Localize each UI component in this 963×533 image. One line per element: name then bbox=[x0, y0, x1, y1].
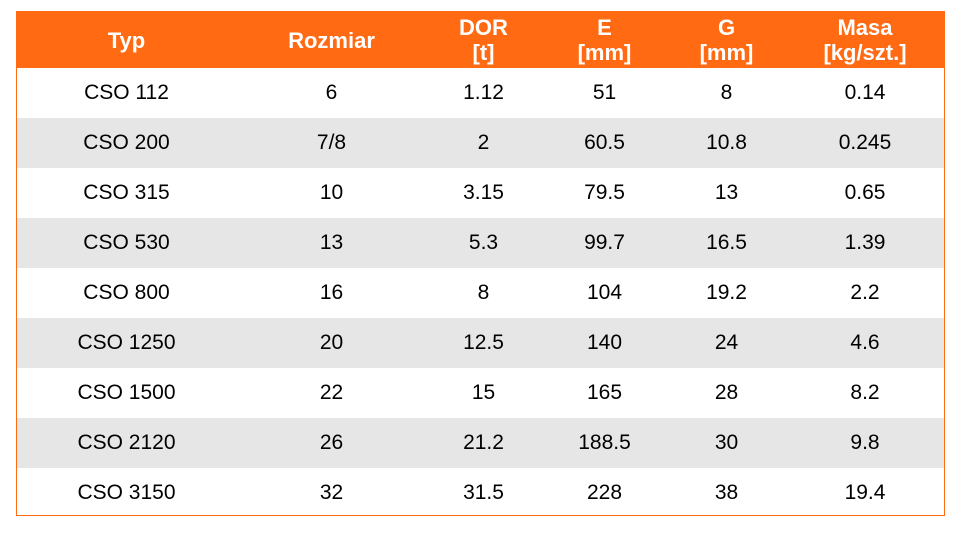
table-row: CSO 315 10 3.15 79.5 13 0.65 bbox=[17, 168, 944, 218]
header-masa-unit: [kg/szt.] bbox=[823, 40, 907, 65]
header-masa: Masa [kg/szt.] bbox=[784, 12, 944, 68]
cell-g: 16.5 bbox=[706, 231, 747, 254]
cell-dor: 12.5 bbox=[463, 331, 504, 354]
cell-masa: 4.6 bbox=[850, 331, 880, 354]
cell-rozmiar: 16 bbox=[319, 281, 344, 304]
cell-g: 13 bbox=[714, 181, 739, 204]
cell-rozmiar: 22 bbox=[319, 381, 344, 404]
cell-typ: CSO 530 bbox=[83, 231, 170, 254]
cell-masa: 8.2 bbox=[850, 381, 880, 404]
cell-rozmiar: 10 bbox=[319, 181, 344, 204]
table-row: CSO 530 13 5.3 99.7 16.5 1.39 bbox=[17, 218, 944, 268]
cell-typ: CSO 315 bbox=[83, 181, 170, 204]
header-g: G [mm] bbox=[669, 12, 784, 68]
cell-typ: CSO 112 bbox=[84, 81, 169, 104]
header-masa-label: Masa bbox=[837, 15, 893, 40]
cell-dor: 31.5 bbox=[463, 481, 504, 504]
cell-e: 188.5 bbox=[578, 431, 631, 454]
header-typ: Typ bbox=[17, 12, 236, 68]
cell-typ: CSO 3150 bbox=[77, 481, 176, 504]
header-typ-label: Typ bbox=[107, 27, 146, 53]
header-dor: DOR [t] bbox=[427, 12, 540, 68]
header-g-unit: [mm] bbox=[699, 40, 754, 65]
table-row: CSO 200 7/8 2 60.5 10.8 0.245 bbox=[17, 118, 944, 168]
cell-typ: CSO 1250 bbox=[77, 331, 176, 354]
cell-masa: 19.4 bbox=[844, 481, 886, 504]
cell-masa: 0.14 bbox=[844, 81, 886, 104]
table-row: CSO 800 16 8 104 19.2 2.2 bbox=[17, 268, 944, 318]
cell-typ: CSO 2120 bbox=[77, 431, 176, 454]
cell-rozmiar: 7/8 bbox=[316, 131, 347, 154]
header-dor-unit: [t] bbox=[472, 40, 495, 65]
cell-typ: CSO 200 bbox=[83, 131, 170, 154]
table-row: CSO 1500 22 15 165 28 8.2 bbox=[17, 368, 944, 418]
cell-g: 38 bbox=[714, 481, 739, 504]
cell-e: 51 bbox=[592, 81, 617, 104]
cell-e: 140 bbox=[586, 331, 623, 354]
cell-dor: 15 bbox=[471, 381, 496, 404]
cell-rozmiar: 26 bbox=[319, 431, 344, 454]
cell-dor: 8 bbox=[477, 281, 490, 304]
cell-g: 10.8 bbox=[706, 131, 747, 154]
cell-e: 165 bbox=[586, 381, 623, 404]
header-g-label: G bbox=[717, 15, 736, 40]
cell-dor: 1.12 bbox=[463, 81, 504, 104]
table-row: CSO 1250 20 12.5 140 24 4.6 bbox=[17, 318, 944, 368]
cell-g: 8 bbox=[720, 81, 733, 104]
header-e-unit: [mm] bbox=[577, 40, 632, 65]
table-row: CSO 112 6 1.12 51 8 0.14 bbox=[17, 68, 944, 118]
cell-rozmiar: 32 bbox=[319, 481, 344, 504]
cell-e: 104 bbox=[586, 281, 623, 304]
table-row: CSO 2120 26 21.2 188.5 30 9.8 bbox=[17, 418, 944, 468]
spec-table: Typ Rozmiar DOR [t] E [mm] G [mm] Masa [kg/s… bbox=[17, 12, 944, 515]
cell-e: 99.7 bbox=[584, 231, 625, 254]
header-rozmiar-label: Rozmiar bbox=[288, 27, 375, 53]
header-dor-label: DOR bbox=[459, 15, 508, 40]
cell-masa: 0.65 bbox=[844, 181, 886, 204]
table-row: CSO 3150 32 31.5 228 38 19.4 bbox=[17, 468, 944, 515]
cell-masa: 1.39 bbox=[844, 231, 886, 254]
cell-g: 19.2 bbox=[706, 281, 747, 304]
cell-e: 60.5 bbox=[584, 131, 625, 154]
table-header: Typ Rozmiar DOR [t] E [mm] G [mm] Masa [kg/s… bbox=[17, 12, 944, 68]
cell-dor: 21.2 bbox=[463, 431, 504, 454]
cell-rozmiar: 6 bbox=[325, 81, 338, 104]
header-row: Typ Rozmiar DOR [t] E [mm] G [mm] Masa [kg/s… bbox=[17, 12, 944, 68]
cell-g: 30 bbox=[714, 431, 739, 454]
cell-g: 28 bbox=[714, 381, 739, 404]
header-rozmiar: Rozmiar bbox=[236, 12, 427, 68]
cell-e: 79.5 bbox=[584, 181, 625, 204]
cell-rozmiar: 20 bbox=[319, 331, 344, 354]
cell-rozmiar: 13 bbox=[319, 231, 344, 254]
cell-masa: 9.8 bbox=[850, 431, 880, 454]
header-e: E [mm] bbox=[540, 12, 669, 68]
header-e-label: E bbox=[597, 15, 612, 40]
cell-dor: 5.3 bbox=[468, 231, 499, 254]
cell-dor: 2 bbox=[477, 131, 490, 154]
cell-dor: 3.15 bbox=[463, 181, 504, 204]
cell-typ: CSO 1500 bbox=[77, 381, 176, 404]
cell-e: 228 bbox=[586, 481, 623, 504]
spec-table-container: Typ Rozmiar DOR [t] E [mm] G [mm] Masa [kg/s… bbox=[16, 11, 945, 516]
cell-masa: 0.245 bbox=[838, 131, 892, 154]
cell-typ: CSO 800 bbox=[83, 281, 170, 304]
table-body: CSO 112 6 1.12 51 8 0.14 CSO 200 7/8 2 6… bbox=[17, 68, 944, 515]
cell-masa: 2.2 bbox=[850, 281, 880, 304]
cell-g: 24 bbox=[714, 331, 739, 354]
